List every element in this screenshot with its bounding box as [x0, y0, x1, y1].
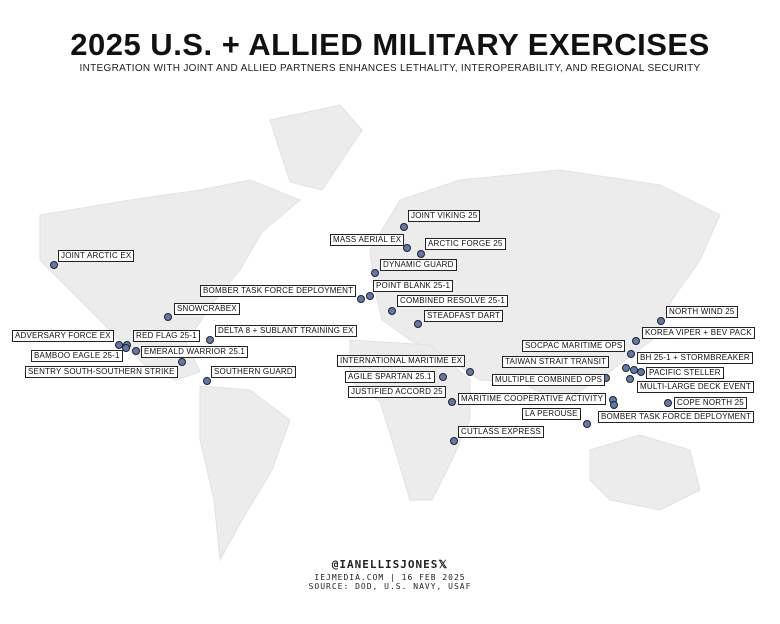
exercise-label: STEADFAST DART — [424, 310, 504, 322]
exercise-label: INTERNATIONAL MARITIME EX — [337, 355, 466, 367]
exercise-marker — [630, 366, 638, 374]
exercise-label: MULTIPLE COMBINED OPS — [492, 374, 606, 386]
exercise-marker — [400, 223, 408, 231]
exercise-label: POINT BLANK 25-1 — [373, 280, 454, 292]
exercise-marker — [583, 420, 591, 428]
exercise-marker — [466, 368, 474, 376]
exercise-label: DYNAMIC GUARD — [380, 259, 457, 271]
exercise-label: LA PEROUSE — [522, 408, 581, 420]
exercise-marker — [203, 377, 211, 385]
exercise-label: MULTI-LARGE DECK EVENT — [637, 381, 754, 393]
greenland — [269, 104, 363, 191]
exercise-label: SOCPAC MARITIME OPS — [522, 340, 626, 352]
exercise-marker — [115, 341, 123, 349]
exercise-label: SOUTHERN GUARD — [211, 366, 296, 378]
exercise-marker — [357, 295, 365, 303]
south-america — [199, 385, 291, 562]
exercise-label: BH 25-1 + STORMBREAKER — [637, 352, 753, 364]
source: SOURCE: DOD, U.S. NAVY, USAF — [308, 582, 472, 591]
exercise-marker — [403, 244, 411, 252]
exercise-label: JOINT VIKING 25 — [408, 210, 481, 222]
exercise-marker — [50, 261, 58, 269]
exercise-label: DELTA 8 + SUBLANT TRAINING EX — [215, 325, 357, 337]
exercise-label: BAMBOO EAGLE 25-1 — [31, 350, 123, 362]
exercise-label: PACIFIC STELLER — [646, 367, 724, 379]
exercise-marker — [450, 437, 458, 445]
exercise-label: COPE NORTH 25 — [674, 397, 747, 409]
exercise-marker — [366, 292, 374, 300]
exercise-marker — [132, 347, 140, 355]
exercise-label: EMERALD WARRIOR 25.1 — [141, 346, 249, 358]
exercise-label: SNOWCRABEX — [174, 303, 240, 315]
exercise-marker — [164, 313, 172, 321]
exercise-marker — [657, 317, 665, 325]
exercise-marker — [610, 401, 618, 409]
exercise-marker — [448, 398, 456, 406]
exercise-label: AGILE SPARTAN 25.1 — [345, 371, 435, 383]
exercise-marker — [178, 358, 186, 366]
exercise-marker — [122, 344, 130, 352]
exercise-marker — [637, 368, 645, 376]
exercise-label: SENTRY SOUTH-SOUTHERN STRIKE — [25, 366, 178, 378]
handle: @IANELLISJONES𝕏 — [331, 558, 449, 571]
exercise-label: NORTH WIND 25 — [666, 306, 738, 318]
exercise-marker — [632, 337, 640, 345]
exercise-label: BOMBER TASK FORCE DEPLOYMENT — [200, 285, 357, 297]
site: IEJMEDIA.COM | 16 FEB 2025 — [314, 573, 466, 582]
exercise-label: MARITIME COOPERATIVE ACTIVITY — [458, 393, 607, 405]
exercise-marker — [417, 250, 425, 258]
exercise-label: COMBINED RESOLVE 25-1 — [397, 295, 508, 307]
exercise-label: JOINT ARCTIC EX — [58, 250, 135, 262]
exercise-label: TAIWAN STRAIT TRANSIT — [502, 356, 610, 368]
exercise-label: JUSTIFIED ACCORD 25 — [348, 386, 446, 398]
australia — [589, 434, 701, 511]
exercise-marker — [627, 350, 635, 358]
exercise-label: MASS AERIAL EX — [330, 234, 405, 246]
exercise-marker — [371, 269, 379, 277]
exercise-label: KOREA VIPER + BEV PACK — [642, 327, 755, 339]
exercise-label: BOMBER TASK FORCE DEPLOYMENT — [598, 411, 755, 423]
exercise-marker — [626, 375, 634, 383]
exercise-label: ARCTIC FORGE 25 — [425, 238, 506, 250]
exercise-marker — [414, 320, 422, 328]
subtitle: INTEGRATION WITH JOINT AND ALLIED PARTNE… — [79, 63, 701, 74]
exercise-label: CUTLASS EXPRESS — [458, 426, 544, 438]
title: 2025 U.S. + ALLIED MILITARY EXERCISES — [70, 27, 710, 62]
exercise-label: RED FLAG 25-1 — [133, 330, 200, 342]
exercise-marker — [388, 307, 396, 315]
eurasia — [369, 169, 721, 403]
exercise-marker — [664, 399, 672, 407]
exercise-marker — [439, 373, 447, 381]
exercise-marker — [622, 364, 630, 372]
exercise-marker — [206, 336, 214, 344]
exercise-label: ADVERSARY FORCE EX — [12, 330, 114, 342]
